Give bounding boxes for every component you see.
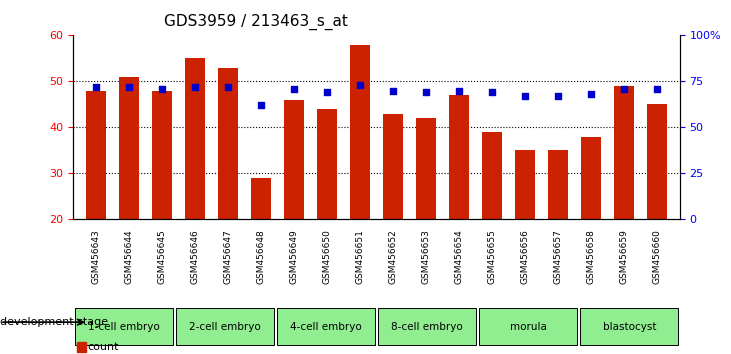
Point — [552, 93, 564, 99]
FancyBboxPatch shape — [277, 308, 375, 345]
Bar — [119, 77, 139, 219]
Point — [387, 88, 399, 93]
FancyBboxPatch shape — [378, 308, 476, 345]
Bar — [449, 95, 469, 219]
Point — [124, 84, 135, 90]
Text: 2-cell embryo: 2-cell embryo — [189, 321, 261, 332]
Point — [91, 84, 102, 90]
Text: morula: morula — [510, 321, 547, 332]
Point — [420, 90, 432, 95]
Bar — [383, 114, 403, 219]
Bar — [317, 109, 337, 219]
Point — [453, 88, 465, 93]
Bar — [515, 150, 535, 219]
Bar — [251, 178, 271, 219]
Bar — [350, 45, 370, 219]
Text: count: count — [88, 342, 119, 352]
Text: GDS3959 / 213463_s_at: GDS3959 / 213463_s_at — [164, 14, 348, 30]
FancyBboxPatch shape — [480, 308, 577, 345]
Bar — [152, 91, 172, 219]
Text: blastocyst: blastocyst — [602, 321, 656, 332]
Point — [288, 86, 300, 92]
Bar — [284, 100, 304, 219]
Bar — [581, 137, 601, 219]
Point — [585, 91, 596, 97]
Text: 4-cell embryo: 4-cell embryo — [290, 321, 362, 332]
Bar — [548, 150, 568, 219]
FancyBboxPatch shape — [75, 308, 173, 345]
Point — [321, 90, 333, 95]
Bar — [86, 91, 106, 219]
Point — [651, 86, 662, 92]
Point — [486, 90, 498, 95]
Bar — [416, 118, 436, 219]
FancyBboxPatch shape — [580, 308, 678, 345]
Bar — [185, 58, 205, 219]
Point — [189, 84, 201, 90]
Point — [354, 82, 366, 88]
Bar — [482, 132, 501, 219]
FancyBboxPatch shape — [176, 308, 273, 345]
Point — [618, 86, 629, 92]
Text: 1-cell embryo: 1-cell embryo — [88, 321, 159, 332]
Bar — [77, 342, 86, 352]
Text: 8-cell embryo: 8-cell embryo — [391, 321, 463, 332]
Point — [222, 84, 234, 90]
Text: development stage: development stage — [0, 317, 108, 327]
Bar — [614, 86, 634, 219]
Bar — [647, 104, 667, 219]
Point — [255, 103, 267, 108]
Point — [519, 93, 531, 99]
Bar — [218, 68, 238, 219]
Point — [156, 86, 168, 92]
